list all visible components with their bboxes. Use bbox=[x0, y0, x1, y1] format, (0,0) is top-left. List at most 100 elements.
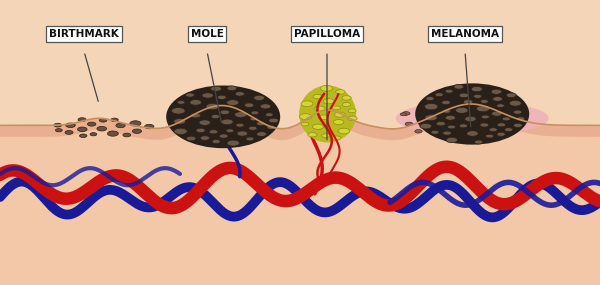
Circle shape bbox=[497, 123, 506, 127]
Circle shape bbox=[323, 99, 334, 104]
Circle shape bbox=[459, 124, 467, 128]
Circle shape bbox=[313, 124, 323, 129]
Circle shape bbox=[485, 134, 494, 138]
Circle shape bbox=[221, 119, 233, 125]
Ellipse shape bbox=[396, 101, 549, 135]
Circle shape bbox=[347, 116, 357, 121]
Circle shape bbox=[191, 113, 200, 118]
Circle shape bbox=[202, 93, 213, 98]
Circle shape bbox=[506, 93, 516, 97]
Circle shape bbox=[212, 140, 220, 144]
Circle shape bbox=[196, 128, 205, 133]
Circle shape bbox=[220, 110, 230, 115]
Circle shape bbox=[299, 114, 312, 119]
Circle shape bbox=[480, 123, 489, 127]
Circle shape bbox=[517, 117, 525, 121]
Circle shape bbox=[65, 131, 73, 134]
Circle shape bbox=[313, 94, 322, 99]
Circle shape bbox=[217, 95, 226, 99]
Circle shape bbox=[445, 115, 455, 120]
Circle shape bbox=[219, 134, 228, 138]
Circle shape bbox=[424, 103, 438, 110]
Circle shape bbox=[77, 127, 87, 132]
Circle shape bbox=[226, 129, 234, 133]
Circle shape bbox=[443, 109, 451, 113]
Circle shape bbox=[308, 133, 317, 137]
Circle shape bbox=[403, 112, 410, 115]
Circle shape bbox=[227, 100, 239, 105]
Circle shape bbox=[514, 110, 522, 114]
Circle shape bbox=[473, 94, 482, 98]
Circle shape bbox=[502, 117, 511, 121]
Circle shape bbox=[244, 103, 254, 107]
Circle shape bbox=[435, 93, 443, 97]
Ellipse shape bbox=[299, 86, 356, 142]
Circle shape bbox=[66, 123, 76, 127]
Circle shape bbox=[235, 112, 247, 117]
Circle shape bbox=[78, 118, 86, 122]
Circle shape bbox=[269, 118, 278, 123]
Circle shape bbox=[446, 137, 458, 143]
Circle shape bbox=[248, 126, 257, 130]
Circle shape bbox=[342, 96, 351, 100]
Circle shape bbox=[334, 112, 345, 117]
Circle shape bbox=[206, 103, 219, 110]
Circle shape bbox=[177, 101, 185, 104]
Text: MELANOMA: MELANOMA bbox=[431, 29, 499, 39]
Circle shape bbox=[445, 89, 453, 93]
Circle shape bbox=[199, 120, 211, 125]
Text: BIRTHMARK: BIRTHMARK bbox=[49, 29, 119, 39]
Circle shape bbox=[227, 86, 237, 91]
Circle shape bbox=[80, 134, 87, 137]
Circle shape bbox=[236, 123, 244, 127]
Circle shape bbox=[123, 133, 131, 137]
Circle shape bbox=[187, 136, 196, 141]
Circle shape bbox=[443, 131, 451, 135]
Circle shape bbox=[465, 116, 476, 122]
Circle shape bbox=[246, 137, 254, 141]
Circle shape bbox=[133, 129, 142, 133]
Circle shape bbox=[301, 101, 313, 107]
Circle shape bbox=[420, 123, 431, 129]
Circle shape bbox=[111, 118, 118, 122]
Circle shape bbox=[209, 130, 218, 134]
Circle shape bbox=[481, 99, 488, 103]
Circle shape bbox=[448, 125, 455, 129]
Circle shape bbox=[497, 104, 505, 107]
Circle shape bbox=[509, 100, 521, 106]
Circle shape bbox=[405, 122, 413, 126]
Circle shape bbox=[172, 107, 185, 114]
Circle shape bbox=[260, 104, 271, 109]
Circle shape bbox=[251, 111, 259, 115]
Circle shape bbox=[463, 99, 473, 104]
Circle shape bbox=[442, 100, 451, 105]
Circle shape bbox=[497, 132, 505, 136]
Circle shape bbox=[332, 106, 341, 110]
Circle shape bbox=[211, 86, 221, 91]
Text: MOLE: MOLE bbox=[191, 29, 223, 39]
Circle shape bbox=[265, 113, 273, 117]
Circle shape bbox=[475, 140, 483, 144]
Circle shape bbox=[491, 111, 502, 116]
Circle shape bbox=[116, 123, 125, 128]
Circle shape bbox=[400, 113, 407, 116]
Circle shape bbox=[174, 128, 187, 135]
Circle shape bbox=[256, 121, 265, 126]
Circle shape bbox=[431, 130, 439, 134]
Circle shape bbox=[319, 115, 328, 120]
Circle shape bbox=[471, 86, 482, 92]
Circle shape bbox=[267, 125, 275, 129]
Circle shape bbox=[88, 122, 96, 126]
Circle shape bbox=[332, 136, 341, 140]
Circle shape bbox=[476, 105, 490, 112]
Circle shape bbox=[254, 95, 265, 101]
Circle shape bbox=[227, 140, 239, 146]
Circle shape bbox=[257, 132, 266, 137]
Circle shape bbox=[250, 117, 257, 121]
Circle shape bbox=[514, 123, 522, 127]
Circle shape bbox=[235, 92, 244, 96]
Circle shape bbox=[320, 86, 332, 91]
Circle shape bbox=[90, 133, 97, 136]
Circle shape bbox=[491, 89, 502, 94]
Circle shape bbox=[130, 121, 141, 126]
